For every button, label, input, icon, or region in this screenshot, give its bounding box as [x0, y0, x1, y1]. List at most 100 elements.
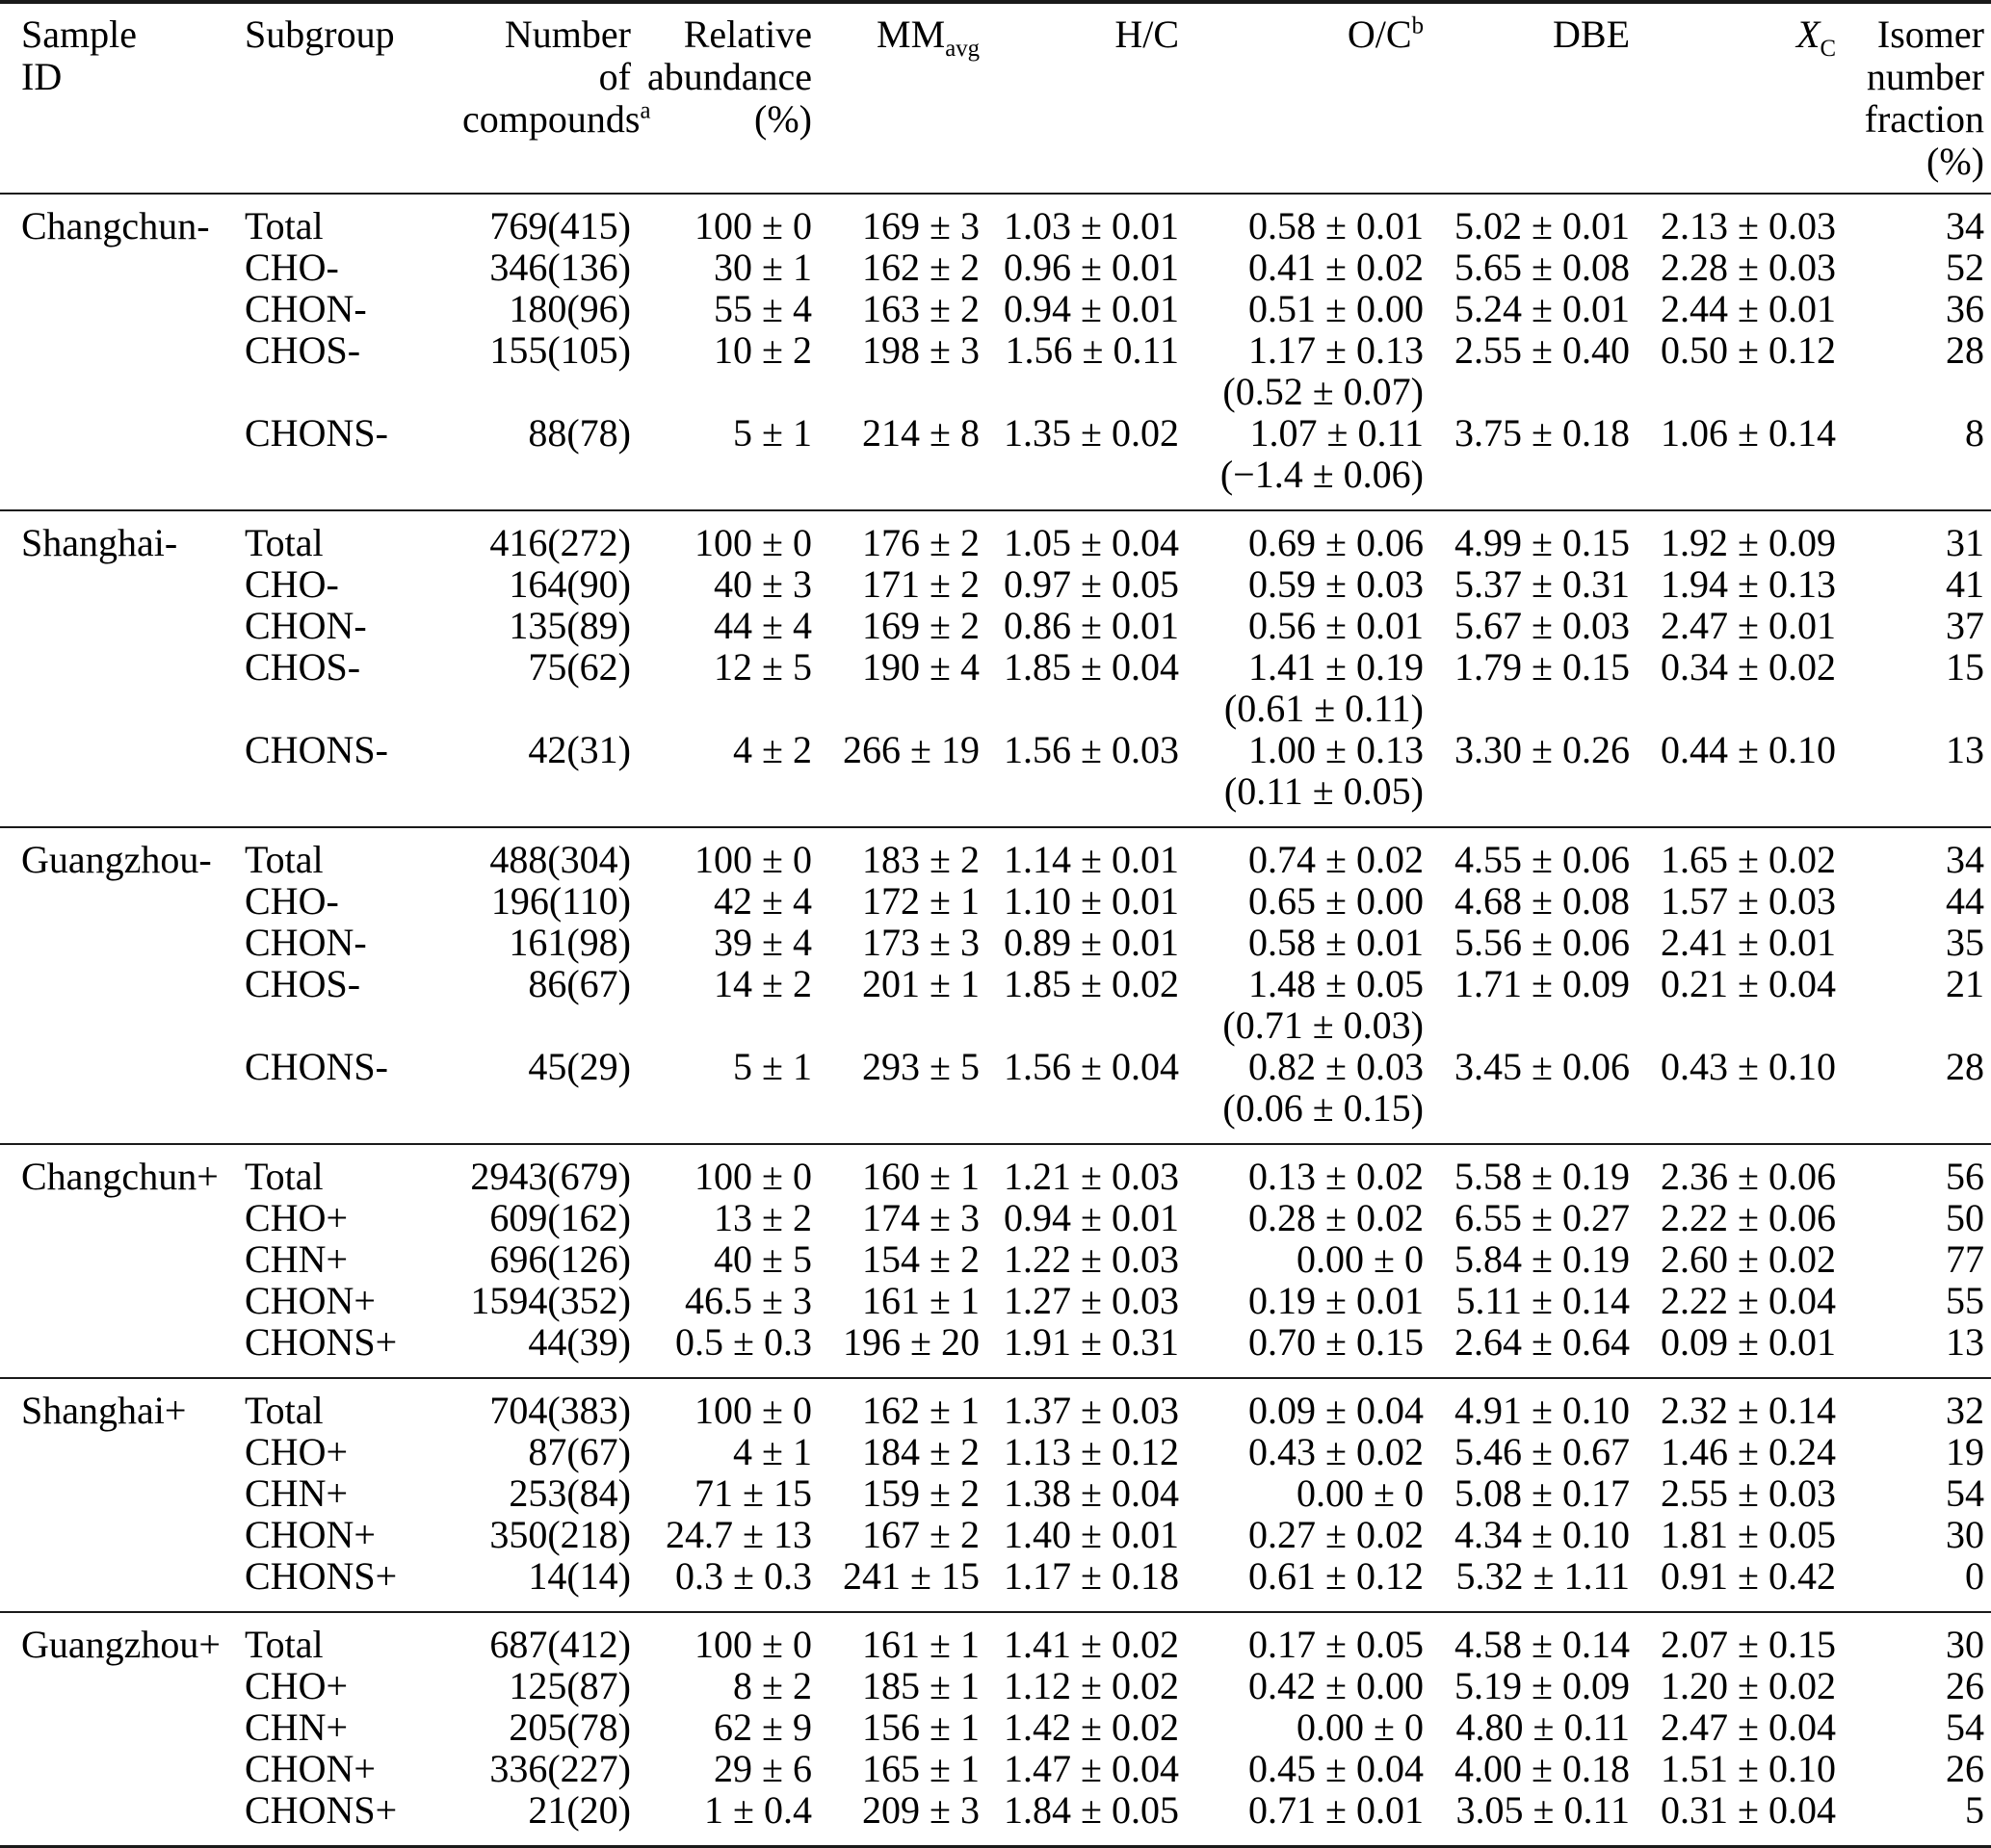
subgroup-cell: CHON-	[245, 921, 367, 964]
oc-cell: 0.58 ± 0.01	[1179, 194, 1424, 247]
oc-value: 0.19 ± 0.01	[1248, 1279, 1424, 1322]
sample-group-5: Guangzhou+ Total 687(412) 100 ± 0 161 ± …	[0, 1612, 1991, 1847]
oc-cell: 1.07 ± 0.11 (−1.4 ± 0.06)	[1179, 412, 1424, 510]
oc-value: 1.41 ± 0.19	[1248, 645, 1424, 689]
oc-cell: 0.09 ± 0.04	[1179, 1378, 1424, 1431]
xc-cell: 0.43 ± 0.10	[1661, 1045, 1836, 1088]
sample-id-cell	[0, 922, 231, 963]
sample-id-cell	[0, 1748, 231, 1789]
number-of-compounds-cell: 196(110)	[490, 879, 631, 923]
hc-cell: 1.35 ± 0.02	[1004, 411, 1179, 455]
isomer-fraction-cell: 54	[1946, 1705, 1984, 1749]
isomer-fraction-cell: 13	[1946, 1320, 1984, 1364]
sample-id-cell	[0, 1555, 231, 1612]
mm-avg-cell: 174 ± 3	[862, 1196, 980, 1239]
relative-abundance-cell: 4 ± 2	[733, 728, 812, 771]
mm-avg-cell: 167 ± 2	[862, 1513, 980, 1556]
mm-avg-cell: 190 ± 4	[862, 645, 980, 689]
number-of-compounds-cell: 164(90)	[509, 562, 631, 606]
isomer-fraction-cell: 19	[1946, 1430, 1984, 1473]
oc-cell: 1.41 ± 0.19 (0.61 ± 0.11)	[1179, 646, 1424, 729]
table-row: CHONS+ 14(14) 0.3 ± 0.3 241 ± 15 1.17 ± …	[0, 1555, 1991, 1612]
table-row: CHON+ 350(218) 24.7 ± 13 167 ± 2 1.40 ± …	[0, 1514, 1991, 1555]
subgroup-cell: CHO-	[245, 879, 339, 923]
xc-cell: 0.44 ± 0.10	[1661, 728, 1836, 771]
oc-parenthetical-value: (0.11 ± 0.05)	[1223, 769, 1424, 813]
relative-abundance-cell: 42 ± 4	[714, 879, 812, 923]
dbe-cell: 4.99 ± 0.15	[1454, 521, 1630, 564]
table-row: CHOS- 75(62) 12 ± 5 190 ± 4 1.85 ± 0.04 …	[0, 646, 1991, 729]
dbe-cell: 5.08 ± 0.17	[1454, 1471, 1630, 1515]
hc-cell: 1.85 ± 0.04	[1004, 645, 1179, 689]
sample-id-cell	[0, 605, 231, 646]
oc-cell: 0.00 ± 0	[1179, 1706, 1424, 1748]
oc-cell: 1.17 ± 0.13 (0.52 ± 0.07)	[1179, 329, 1424, 412]
subgroup-cell: CHONS+	[245, 1320, 398, 1364]
subgroup-cell: CHON+	[245, 1513, 376, 1556]
number-of-compounds-cell: 125(87)	[509, 1664, 631, 1707]
oc-cell: 0.58 ± 0.01	[1179, 922, 1424, 963]
mm-avg-cell: 163 ± 2	[862, 287, 980, 330]
relative-abundance-cell: 0.3 ± 0.3	[675, 1554, 812, 1598]
sample-id-cell: Guangzhou-	[21, 838, 212, 881]
mm-avg-cell: 154 ± 2	[862, 1237, 980, 1281]
isomer-fraction-cell: 50	[1946, 1196, 1984, 1239]
isomer-fraction-cell: 21	[1946, 962, 1984, 1005]
hc-cell: 0.94 ± 0.01	[1004, 1196, 1179, 1239]
mm-avg-cell: 184 ± 2	[862, 1430, 980, 1473]
oc-cell: 0.56 ± 0.01	[1179, 605, 1424, 646]
xc-cell: 0.91 ± 0.42	[1661, 1554, 1836, 1598]
hc-cell: 0.96 ± 0.01	[1004, 246, 1179, 289]
number-of-compounds-cell: 14(14)	[528, 1554, 631, 1598]
relative-abundance-cell: 0.5 ± 0.3	[675, 1320, 812, 1364]
mm-avg-cell: 214 ± 8	[862, 411, 980, 455]
sample-id-cell	[0, 646, 231, 729]
relative-abundance-cell: 44 ± 4	[714, 604, 812, 647]
dbe-cell: 2.64 ± 0.64	[1454, 1320, 1630, 1364]
col-header-hc: H/C	[980, 2, 1179, 194]
dbe-cell: 5.37 ± 0.31	[1454, 562, 1630, 606]
number-of-compounds-cell: 21(20)	[528, 1788, 631, 1832]
table-row: Guangzhou- Total 488(304) 100 ± 0 183 ± …	[0, 827, 1991, 880]
relative-abundance-cell: 24.7 ± 13	[666, 1513, 812, 1556]
oc-cell: 0.27 ± 0.02	[1179, 1514, 1424, 1555]
mm-avg-cell: 209 ± 3	[862, 1788, 980, 1832]
sample-id-cell	[0, 412, 231, 510]
xc-cell: 2.44 ± 0.01	[1661, 287, 1836, 330]
table-row: CHN+ 696(126) 40 ± 5 154 ± 2 1.22 ± 0.03…	[0, 1238, 1991, 1280]
header-line: (%)	[754, 97, 812, 141]
sample-id-cell	[0, 1514, 231, 1555]
table-row: CHN+ 205(78) 62 ± 9 156 ± 1 1.42 ± 0.02 …	[0, 1706, 1991, 1748]
col-header-oc: O/Cb	[1179, 2, 1424, 194]
oc-cell: 0.61 ± 0.12	[1179, 1555, 1424, 1612]
dbe-cell: 4.00 ± 0.18	[1454, 1747, 1630, 1790]
mm-avg-cell: 171 ± 2	[862, 562, 980, 606]
xc-cell: 2.41 ± 0.01	[1661, 921, 1836, 964]
isomer-fraction-cell: 15	[1946, 645, 1984, 689]
header-line: Isomer	[1876, 13, 1984, 56]
number-of-compounds-cell: 687(412)	[489, 1623, 631, 1666]
sample-id-cell: Guangzhou+	[21, 1623, 221, 1666]
hc-cell: 1.84 ± 0.05	[1004, 1788, 1179, 1832]
sample-id-cell	[0, 563, 231, 605]
sample-id-cell	[0, 288, 231, 329]
isomer-fraction-cell: 31	[1946, 521, 1984, 564]
sample-group-1: Shanghai- Total 416(272) 100 ± 0 176 ± 2…	[0, 510, 1991, 827]
header-word: O/C	[1347, 13, 1412, 56]
dbe-cell: 5.19 ± 0.09	[1454, 1664, 1630, 1707]
oc-value: 0.61 ± 0.12	[1248, 1554, 1424, 1598]
hc-cell: 1.10 ± 0.01	[1004, 879, 1179, 923]
relative-abundance-cell: 100 ± 0	[694, 838, 812, 881]
col-header-sample-id: Sample ID	[0, 2, 231, 194]
subgroup-cell: Total	[245, 521, 324, 564]
subgroup-cell: CHON-	[245, 287, 367, 330]
number-of-compounds-cell: 42(31)	[528, 728, 631, 771]
number-of-compounds-cell: 86(67)	[528, 962, 631, 1005]
hc-cell: 1.05 ± 0.04	[1004, 521, 1179, 564]
oc-cell: 0.51 ± 0.00	[1179, 288, 1424, 329]
sample-id-cell	[0, 1665, 231, 1706]
sample-id-cell	[0, 1789, 231, 1847]
header-line: H/C	[1114, 13, 1179, 56]
hc-cell: 1.40 ± 0.01	[1004, 1513, 1179, 1556]
